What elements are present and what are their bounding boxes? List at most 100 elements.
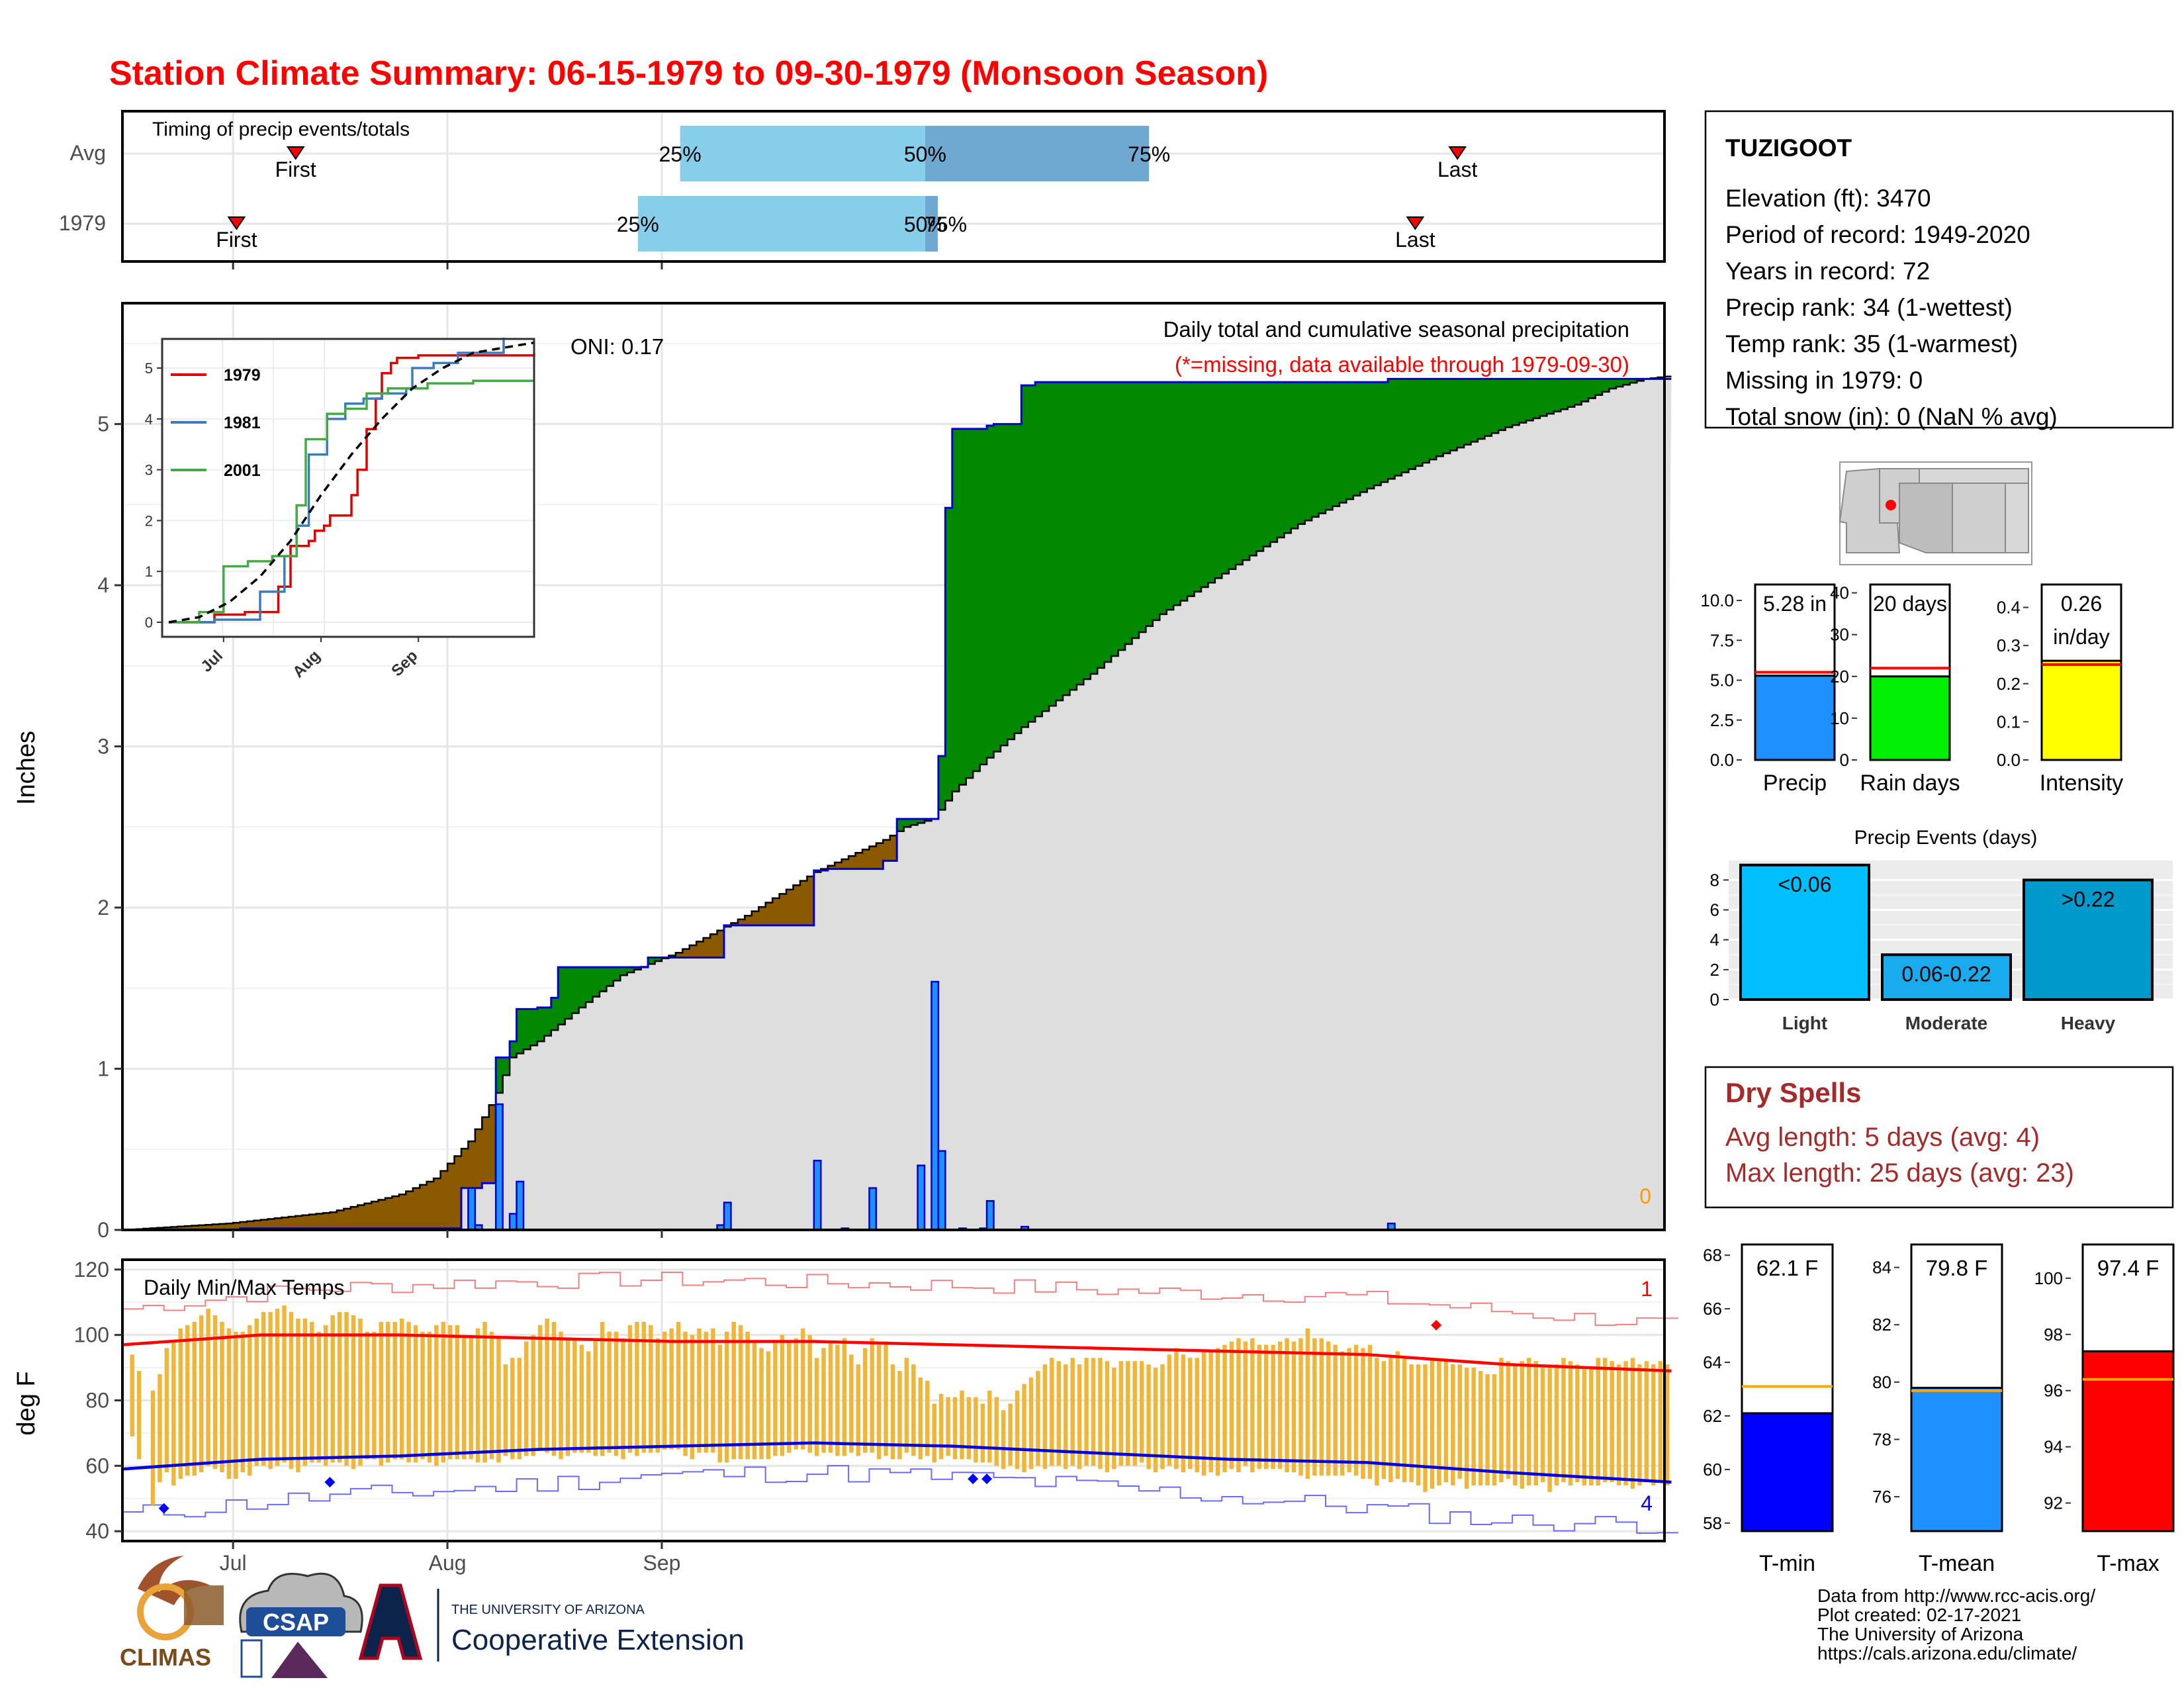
daily-temp-range-bar	[593, 1338, 598, 1456]
events-bar-label: <0.06	[1778, 872, 1832, 896]
daily-temp-range-bar	[911, 1364, 916, 1456]
temp-ylabel: deg F	[13, 1371, 40, 1435]
credit-line: https://cals.arizona.edu/climate/	[1817, 1643, 2077, 1664]
daily-temp-range-bar	[330, 1315, 335, 1463]
above-average-fill	[1007, 424, 1015, 739]
daily-temp-range-bar	[966, 1397, 972, 1460]
daily-temp-range-bar	[1658, 1361, 1663, 1483]
below-average-fill	[302, 1215, 310, 1229]
first-event-marker	[286, 146, 305, 160]
daily-precip-bar	[723, 1201, 732, 1231]
daily-temp-range-bar	[545, 1318, 549, 1453]
daily-temp-range-bar	[1637, 1364, 1642, 1485]
below-average-fill	[336, 1210, 344, 1229]
above-average-fill	[1298, 382, 1306, 524]
daily-temp-range-bar	[1464, 1368, 1469, 1489]
timing-p25-label: 25%	[617, 212, 659, 236]
below-average-fill	[433, 1178, 441, 1229]
daily-temp-range-bar	[316, 1331, 322, 1463]
daily-temp-range-bar	[1153, 1368, 1158, 1473]
inset-frame	[161, 338, 535, 638]
above-average-fill	[572, 967, 580, 1013]
below-average-fill	[848, 856, 856, 869]
daily-temp-range-bar	[178, 1328, 183, 1479]
above-average-fill	[938, 756, 946, 810]
daily-temp-range-bar	[1077, 1364, 1082, 1470]
below-average-fill	[468, 1141, 476, 1188]
events-ytick-label: 8	[1710, 870, 1719, 890]
daily-temp-range-bar	[794, 1338, 798, 1450]
precip-ytick-label: 2	[97, 896, 109, 919]
mini-bar-ytick-label: 0.3	[1997, 635, 2021, 655]
csap-logo: CSAP	[239, 1572, 363, 1678]
above-average-fill	[1553, 379, 1561, 412]
temp-ytick-label: 60	[85, 1454, 109, 1477]
daily-temp-range-bar	[192, 1321, 197, 1476]
above-average-fill	[1443, 379, 1451, 453]
daily-temp-range-bar	[1146, 1364, 1151, 1470]
above-average-fill	[1547, 379, 1555, 414]
daily-temp-range-bar	[752, 1341, 757, 1460]
map-arizona	[1899, 483, 1953, 553]
below-average-fill	[191, 1225, 199, 1230]
above-average-fill	[1152, 382, 1160, 620]
daily-temp-range-bar	[1091, 1358, 1096, 1466]
below-average-fill	[226, 1223, 234, 1230]
daily-temp-range-bar	[627, 1325, 633, 1453]
daily-temp-range-bar	[1361, 1348, 1365, 1479]
daily-temp-range-bar	[1596, 1358, 1600, 1485]
daily-temp-range-bar	[884, 1341, 888, 1456]
daily-temp-range-bar	[1644, 1361, 1649, 1483]
daily-temp-range-bar	[925, 1380, 930, 1456]
above-average-fill	[1173, 382, 1181, 606]
inset-xtick-label: Sep	[388, 647, 421, 680]
below-average-fill	[758, 907, 766, 925]
daily-temp-range-bar	[234, 1331, 238, 1479]
inset-line-2001	[169, 379, 534, 624]
above-average-fill	[1457, 379, 1465, 448]
csap-logo-text: CSAP	[263, 1609, 329, 1636]
station-info-line: Missing in 1979: 0	[1725, 367, 1923, 394]
daily-temp-range-bar	[158, 1374, 162, 1483]
mini-bar-ytick-label: 0.4	[1997, 598, 2021, 618]
below-average-fill	[330, 1212, 338, 1229]
daily-temp-range-bar	[773, 1341, 778, 1456]
daily-temp-range-bar	[655, 1338, 660, 1453]
below-average-fill	[385, 1197, 393, 1229]
dry-spells-max: Max length: 25 days (avg: 23)	[1725, 1158, 2074, 1188]
above-average-fill	[1242, 382, 1250, 561]
above-average-fill	[1450, 379, 1458, 451]
above-average-fill	[1326, 382, 1334, 510]
below-average-fill	[198, 1225, 206, 1230]
daily-temp-range-bar	[1602, 1358, 1608, 1483]
mini-bar-ytick-label: 7.5	[1710, 630, 1734, 650]
above-average-fill	[1339, 382, 1347, 503]
above-average-fill	[1408, 379, 1416, 469]
daily-temp-range-bar	[1547, 1364, 1552, 1492]
daily-temp-range-bar	[1298, 1338, 1303, 1476]
daily-temp-range-bar	[220, 1321, 224, 1473]
daily-temp-range-bar	[974, 1397, 978, 1463]
below-average-fill	[420, 1184, 428, 1229]
above-average-fill	[1422, 379, 1430, 463]
below-average-fill	[343, 1208, 351, 1229]
daily-precip-bar	[508, 1213, 518, 1231]
above-average-fill	[1222, 382, 1230, 574]
below-average-fill	[274, 1218, 282, 1229]
timing-panel: Timing of precip events/totals Avg 1979 …	[59, 110, 1666, 269]
daily-temp-range-bar	[1236, 1338, 1241, 1473]
daily-temp-range-bar	[980, 1403, 985, 1463]
timing-bar-25-50	[637, 196, 925, 252]
below-average-fill	[793, 885, 801, 925]
below-average-fill	[827, 865, 835, 869]
inset-ytick-label: 0	[145, 614, 153, 631]
daily-temp-range-bar	[358, 1318, 363, 1466]
above-average-fill	[530, 1009, 538, 1046]
daily-temp-range-bar	[489, 1331, 494, 1460]
map-new-mexico	[1952, 483, 2006, 553]
daily-temp-range-bar	[641, 1321, 647, 1453]
daily-temp-range-bar	[268, 1312, 273, 1470]
daily-temp-range-bar	[1257, 1344, 1262, 1470]
daily-temp-range-bar	[579, 1344, 584, 1453]
below-average-fill	[288, 1217, 296, 1229]
